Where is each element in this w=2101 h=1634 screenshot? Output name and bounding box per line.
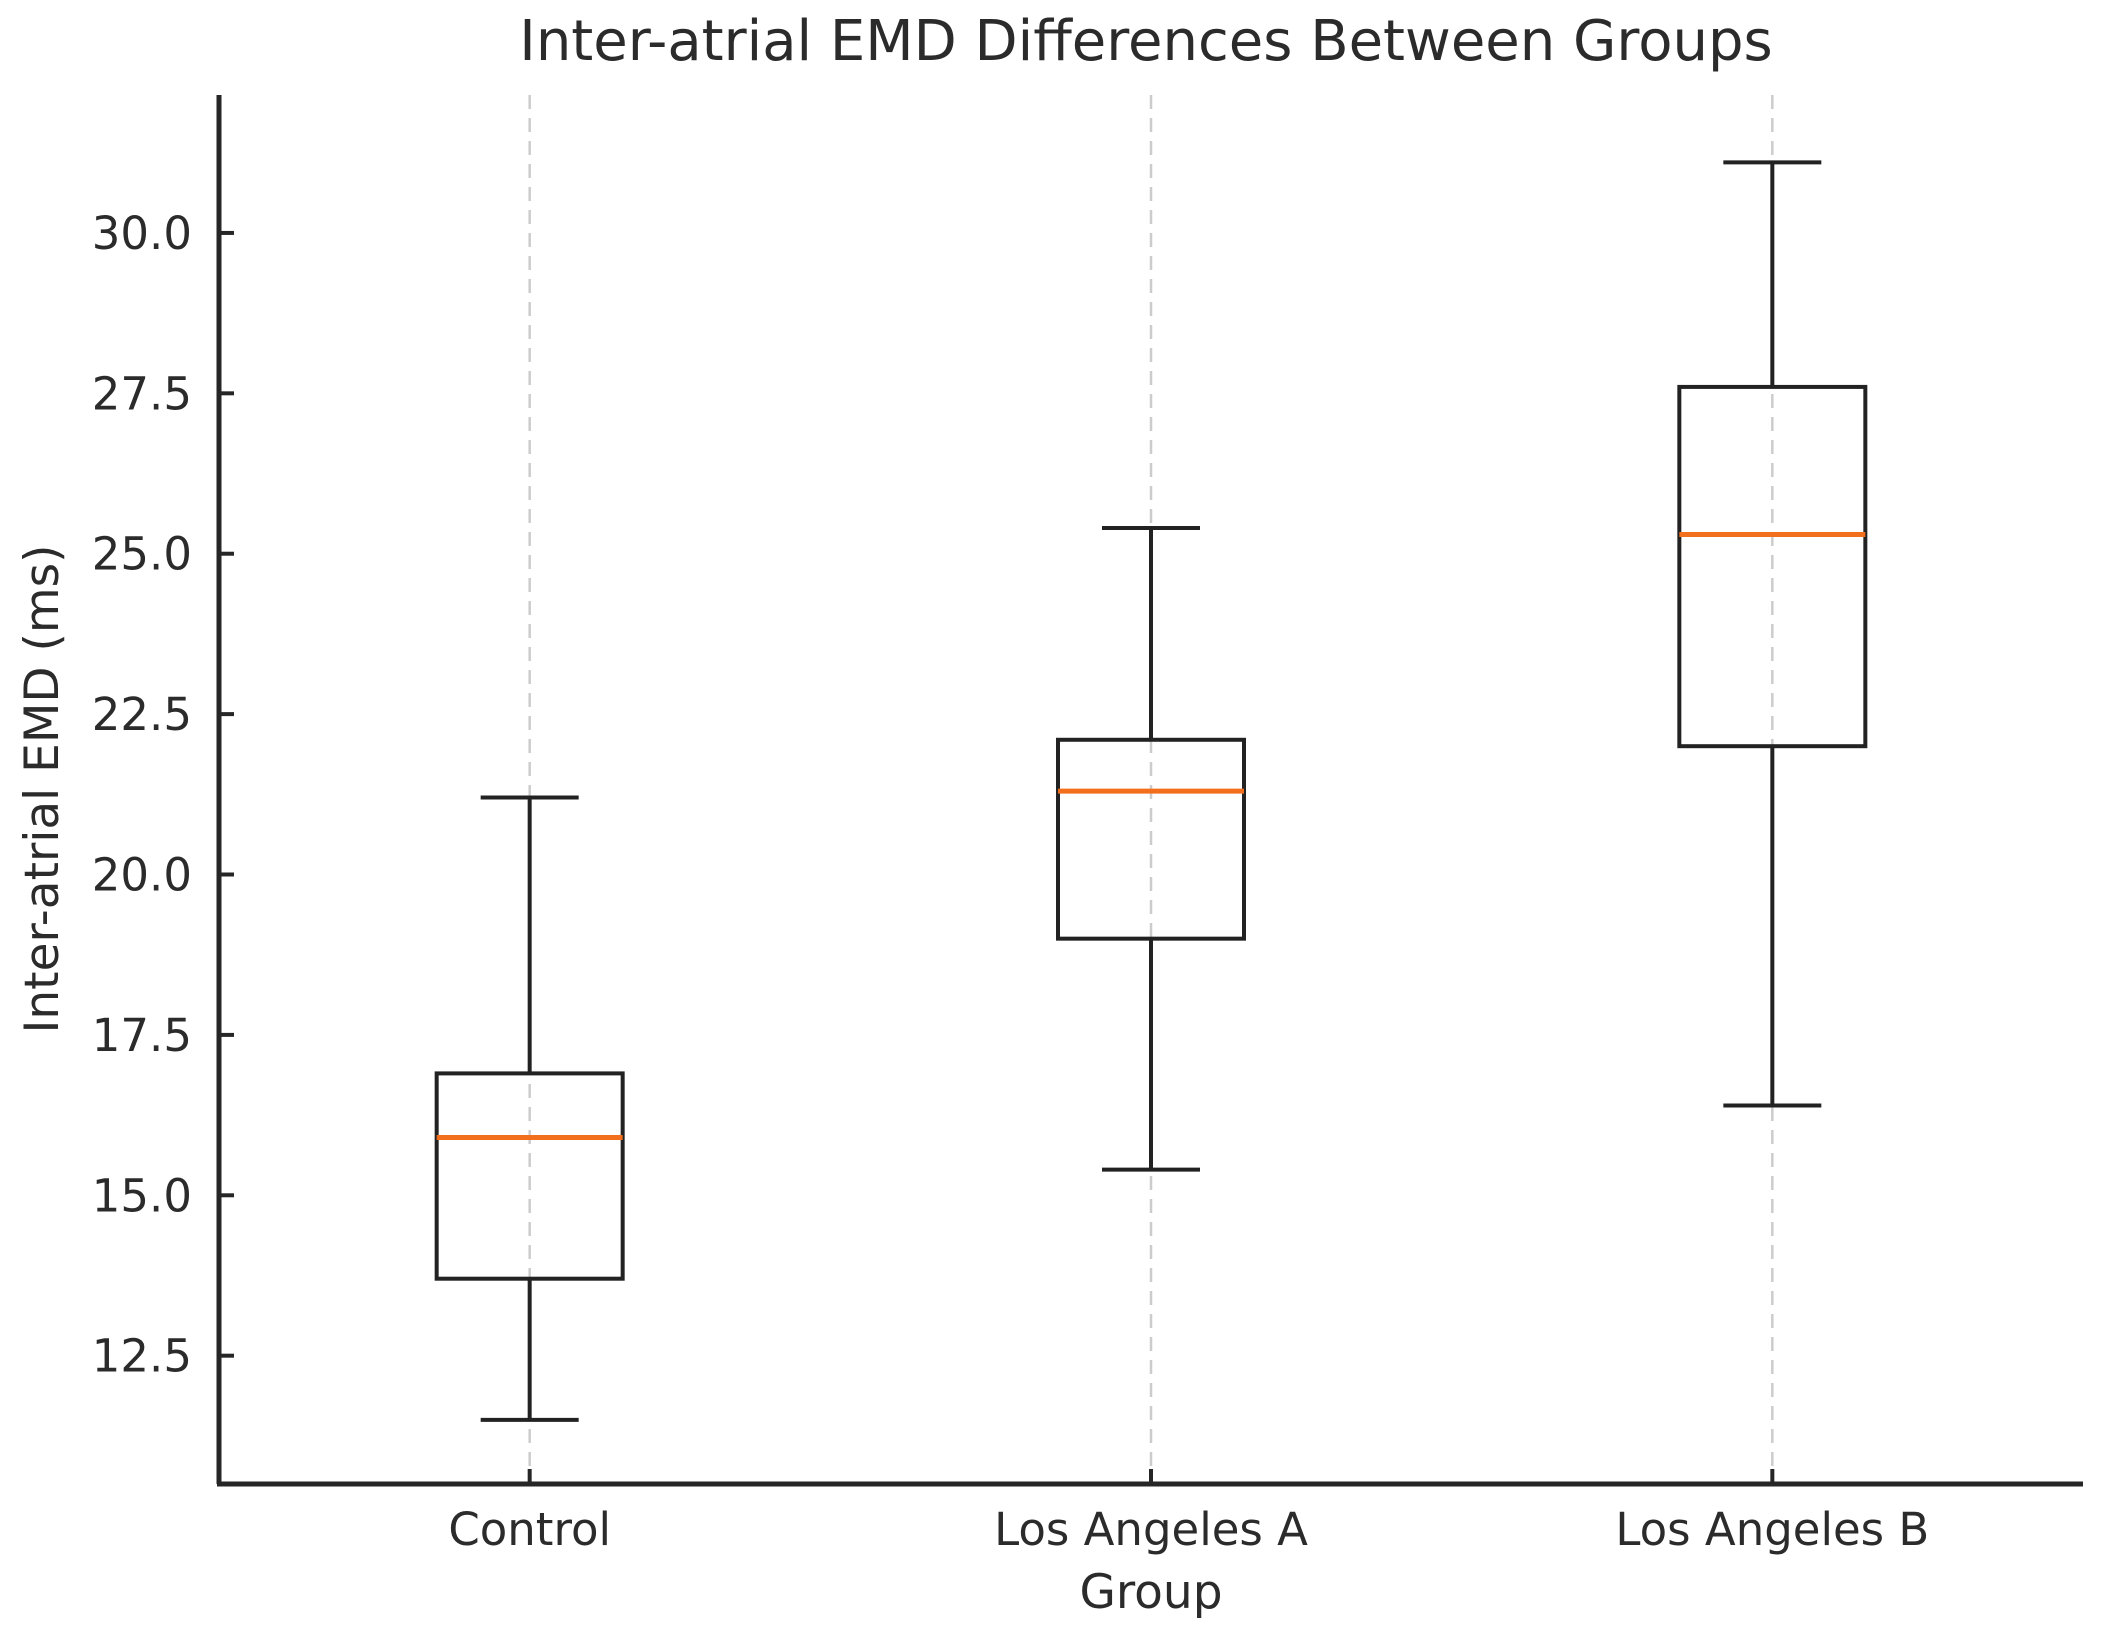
y-tick-label: 27.5: [92, 367, 192, 420]
y-tick-label: 30.0: [92, 207, 192, 260]
y-tick-label: 15.0: [92, 1169, 192, 1222]
box-control: [434, 1071, 625, 1281]
box-los-angeles-b: [1677, 384, 1868, 749]
boxes-layer: [434, 160, 1868, 1422]
x-axis-label: Group: [1079, 1565, 1222, 1620]
y-axis-label: Inter-atrial EMD (ms): [15, 544, 70, 1033]
x-tick-label-control: Control: [448, 1503, 611, 1556]
y-tick-label: 25.0: [92, 528, 192, 581]
y-tick-label: 20.0: [92, 849, 192, 902]
y-tick-label: 17.5: [92, 1009, 192, 1062]
axes-layer: 12.5 15.0 17.5 20.0 22.5 25.0 27.5 30.0 Control L…: [92, 95, 2083, 1556]
x-tick-label-los-angeles-a: Los Angeles A: [994, 1503, 1308, 1556]
box-los-angeles-a: [1056, 737, 1246, 941]
chart-title: Inter-atrial EMD Differences Between Gro…: [519, 9, 1772, 74]
y-tick-label: 22.5: [92, 688, 192, 741]
x-tick-label-los-angeles-b: Los Angeles B: [1615, 1503, 1929, 1556]
y-tick-label: 12.5: [92, 1330, 192, 1383]
